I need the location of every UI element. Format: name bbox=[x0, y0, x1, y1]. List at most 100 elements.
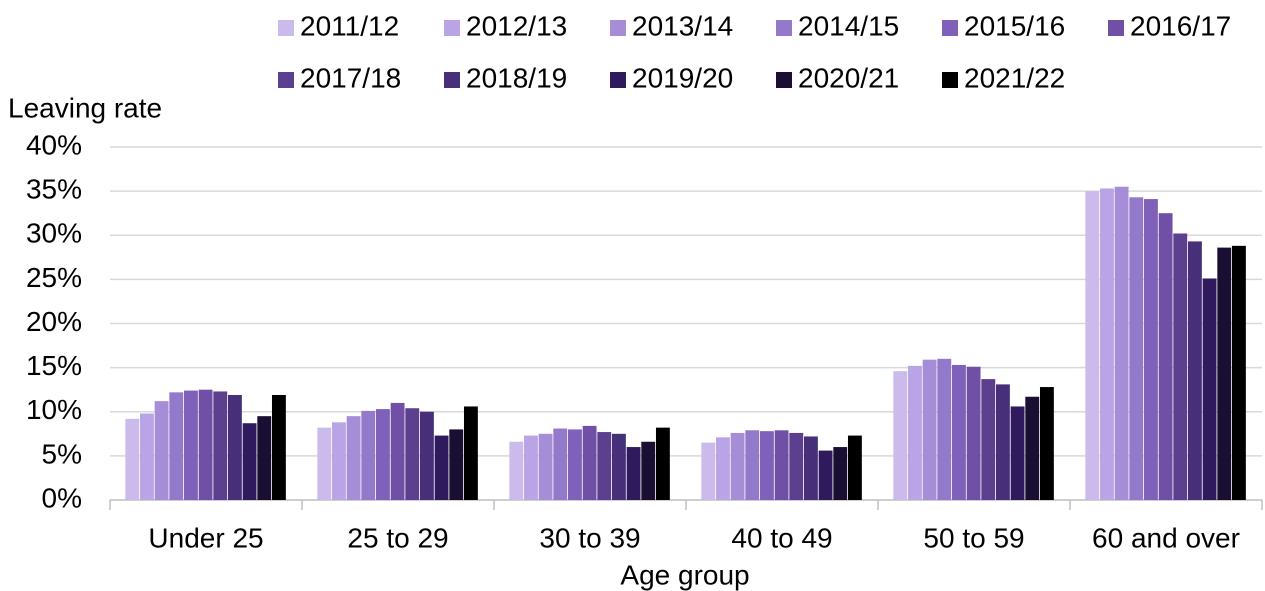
bar bbox=[1025, 396, 1040, 500]
bar bbox=[1129, 197, 1144, 501]
legend-swatch bbox=[942, 72, 958, 88]
bar bbox=[140, 413, 154, 500]
bar bbox=[774, 430, 789, 500]
y-tick-label: 20% bbox=[26, 306, 82, 337]
legend-label: 2021/22 bbox=[964, 62, 1065, 93]
x-tick-label: Under 25 bbox=[148, 522, 263, 553]
bar bbox=[169, 392, 184, 500]
bar bbox=[966, 366, 981, 500]
x-tick-label: 50 to 59 bbox=[923, 522, 1024, 553]
legend-label: 2016/17 bbox=[1130, 10, 1231, 41]
bar bbox=[1187, 241, 1202, 501]
legend-swatch bbox=[776, 20, 792, 36]
bar bbox=[641, 441, 656, 500]
bar bbox=[789, 432, 804, 500]
bar bbox=[1010, 406, 1025, 500]
bar bbox=[376, 409, 390, 500]
bar bbox=[434, 435, 449, 500]
bar bbox=[655, 427, 670, 500]
bar bbox=[1217, 247, 1232, 500]
legend-label: 2017/18 bbox=[300, 62, 401, 93]
bar bbox=[463, 406, 478, 500]
legend-swatch bbox=[776, 72, 792, 88]
bar bbox=[582, 425, 597, 500]
bar bbox=[597, 432, 612, 500]
bar bbox=[524, 435, 538, 500]
bar bbox=[227, 394, 242, 500]
y-tick-label: 35% bbox=[26, 174, 82, 205]
y-tick-label: 5% bbox=[42, 438, 82, 469]
bar bbox=[538, 433, 553, 500]
bar bbox=[833, 447, 848, 500]
bar bbox=[553, 428, 568, 500]
legend-swatch bbox=[444, 72, 460, 88]
legend-label: 2014/15 bbox=[798, 10, 899, 41]
bar bbox=[995, 384, 1010, 500]
y-tick-label: 0% bbox=[42, 482, 82, 513]
legend-swatch bbox=[278, 20, 294, 36]
legend-label: 2018/19 bbox=[466, 62, 567, 93]
legend-swatch bbox=[610, 72, 626, 88]
bar bbox=[1144, 199, 1158, 500]
x-tick-label: 25 to 29 bbox=[347, 522, 448, 553]
bar bbox=[952, 364, 966, 500]
bar bbox=[730, 432, 745, 500]
bar bbox=[981, 379, 996, 500]
bar bbox=[449, 429, 464, 500]
bar bbox=[1202, 278, 1217, 500]
bar bbox=[626, 447, 641, 500]
bar bbox=[361, 410, 376, 500]
bar bbox=[818, 450, 833, 500]
bar bbox=[1231, 245, 1246, 500]
bar bbox=[1100, 188, 1114, 501]
bar bbox=[611, 433, 626, 500]
bar bbox=[419, 411, 434, 500]
legend-label: 2013/14 bbox=[632, 10, 733, 41]
bar bbox=[198, 389, 213, 500]
y-axis-label: Leaving rate bbox=[8, 92, 162, 123]
bar bbox=[242, 423, 257, 500]
y-tick-label: 25% bbox=[26, 262, 82, 293]
bar bbox=[213, 391, 228, 500]
bar bbox=[568, 429, 582, 500]
bar bbox=[346, 416, 361, 500]
bar bbox=[701, 442, 716, 500]
bar bbox=[271, 394, 286, 500]
bar bbox=[509, 441, 524, 500]
y-tick-label: 15% bbox=[26, 350, 82, 381]
bar bbox=[803, 436, 818, 500]
bar bbox=[332, 422, 346, 500]
legend-swatch bbox=[1108, 20, 1124, 36]
bar bbox=[760, 431, 774, 500]
bar bbox=[908, 365, 922, 500]
bar bbox=[716, 437, 730, 500]
x-axis-label: Age group bbox=[620, 559, 749, 590]
x-tick-label: 40 to 49 bbox=[731, 522, 832, 553]
bar bbox=[1039, 387, 1054, 500]
y-tick-label: 10% bbox=[26, 394, 82, 425]
legend-swatch bbox=[942, 20, 958, 36]
bar bbox=[390, 402, 405, 500]
bar bbox=[922, 359, 937, 500]
y-tick-label: 40% bbox=[26, 129, 82, 160]
x-tick-label: 60 and over bbox=[1092, 522, 1240, 553]
bar bbox=[937, 358, 952, 500]
legend-label: 2012/13 bbox=[466, 10, 567, 41]
legend-label: 2015/16 bbox=[964, 10, 1065, 41]
bar bbox=[257, 416, 272, 500]
legend-label: 2019/20 bbox=[632, 62, 733, 93]
bar bbox=[154, 401, 169, 500]
bar bbox=[1158, 213, 1173, 500]
legend-label: 2011/12 bbox=[300, 10, 399, 41]
bar bbox=[1085, 191, 1100, 500]
bar bbox=[1173, 233, 1188, 501]
bar bbox=[405, 408, 420, 500]
legend-label: 2020/21 bbox=[798, 62, 899, 93]
bar bbox=[847, 435, 862, 500]
bar bbox=[125, 418, 140, 500]
legend-swatch bbox=[610, 20, 626, 36]
legend-swatch bbox=[278, 72, 294, 88]
bar bbox=[184, 390, 198, 500]
bar bbox=[745, 430, 760, 500]
